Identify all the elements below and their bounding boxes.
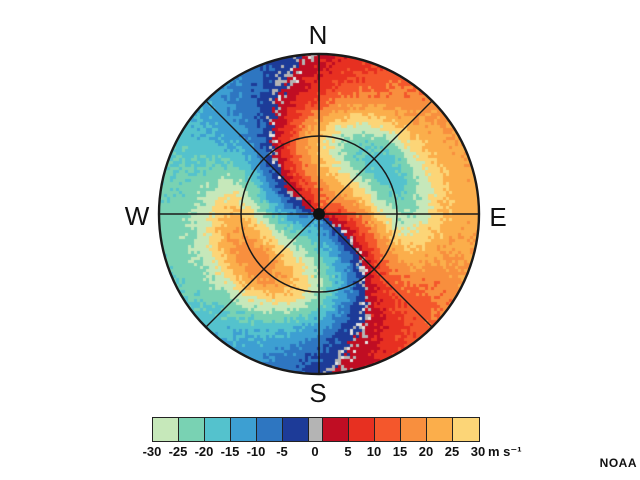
colorbar-tick-label: 30 xyxy=(471,444,485,459)
velocity-colorbar-legend: m s⁻¹ -30 -25 -20 -15 -10 -5 0 5 10 15 20 25 30 xyxy=(152,417,492,463)
colorbar-tick-label: -30 xyxy=(143,444,162,459)
colorbar-tick-label: -20 xyxy=(195,444,214,459)
colorbar-segment xyxy=(375,418,401,441)
colorbar-tick-label: 15 xyxy=(393,444,407,459)
colorbar-tick-label: -25 xyxy=(169,444,188,459)
compass-label-north: N xyxy=(309,22,328,48)
colorbar-units-label: m s⁻¹ xyxy=(488,444,522,460)
colorbar-segment xyxy=(453,418,479,441)
figure-page: N E S W m s⁻¹ -30 -25 -20 -15 -10 -5 0 5 10 15 20 2… xyxy=(0,0,640,480)
colorbar-segment xyxy=(257,418,283,441)
colorbar-tick-label: 0 xyxy=(311,444,318,459)
credit-noaa: NOAA xyxy=(600,456,637,470)
colorbar-tick-label: -5 xyxy=(276,444,288,459)
compass-label-south: S xyxy=(309,380,326,406)
doppler-velocity-plot: N E S W xyxy=(0,0,640,480)
compass-label-east: E xyxy=(489,204,506,230)
colorbar-segment xyxy=(205,418,231,441)
colorbar-tick-label: 25 xyxy=(445,444,459,459)
colorbar-tick-label: 10 xyxy=(367,444,381,459)
colorbar-zero-segment xyxy=(309,418,323,441)
velocity-field-canvas xyxy=(149,44,489,384)
colorbar-segment xyxy=(349,418,375,441)
colorbar-tick-label: 5 xyxy=(344,444,351,459)
colorbar-segment xyxy=(153,418,179,441)
colorbar-tick-label: -10 xyxy=(247,444,266,459)
colorbar-tick-label: -15 xyxy=(221,444,240,459)
colorbar-segment xyxy=(323,418,349,441)
colorbar-swatch-row xyxy=(152,417,480,442)
colorbar-segment xyxy=(427,418,453,441)
compass-label-west: W xyxy=(125,203,150,229)
colorbar-segment xyxy=(231,418,257,441)
colorbar-segment xyxy=(401,418,427,441)
colorbar-segment xyxy=(283,418,309,441)
colorbar-tick-label: 20 xyxy=(419,444,433,459)
colorbar-segment xyxy=(179,418,205,441)
